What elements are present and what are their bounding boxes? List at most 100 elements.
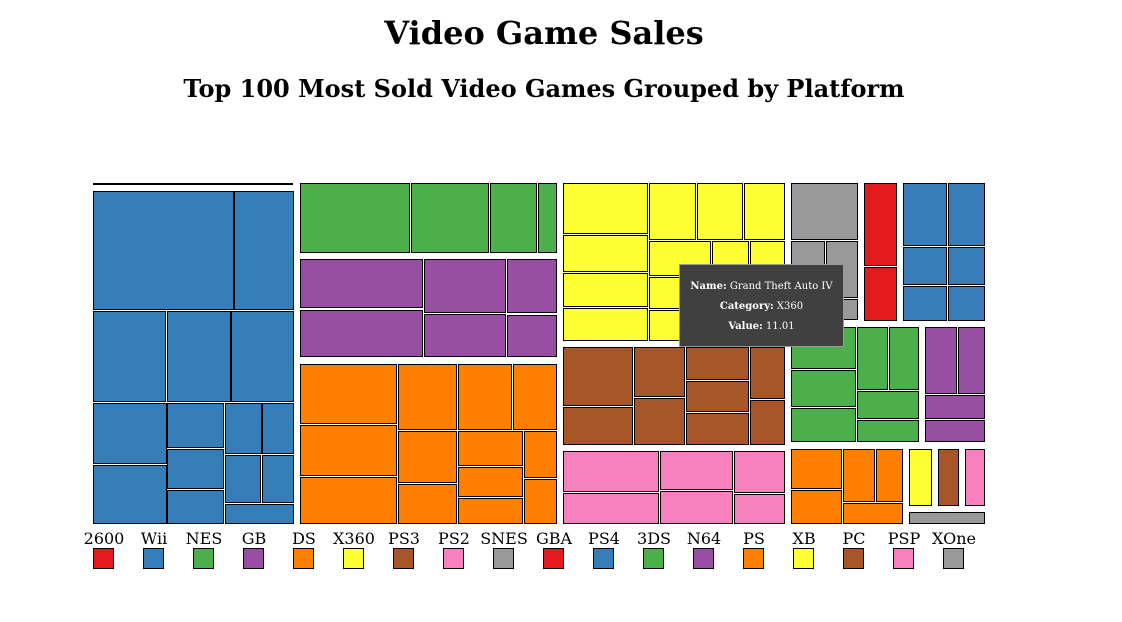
treemap-cell-ps4[interactable] [903, 247, 947, 285]
legend-swatch-xb [793, 548, 814, 569]
legend-label-ds: DS [292, 529, 316, 548]
treemap-cell-ps4[interactable] [948, 183, 985, 246]
treemap-cell-3ds[interactable] [889, 327, 919, 390]
legend-label-gb: GB [242, 529, 267, 548]
legend-swatch-ps4 [593, 548, 614, 569]
treemap-cell-ps3[interactable] [686, 347, 749, 380]
legend-swatch-n64 [693, 548, 714, 569]
treemap-cell-nes[interactable] [411, 183, 489, 253]
treemap-cell-ps2[interactable] [563, 493, 659, 524]
treemap-cell-n64[interactable] [925, 327, 957, 394]
treemap-cell-ds[interactable] [524, 479, 557, 524]
treemap-cell-3ds[interactable] [791, 408, 856, 442]
treemap-cell-ds[interactable] [300, 425, 397, 476]
treemap-cell-x360[interactable] [744, 183, 785, 240]
treemap-cell-wii[interactable] [93, 403, 167, 464]
treemap-cell-gb[interactable] [424, 259, 506, 313]
treemap-cell-ps3[interactable] [634, 347, 685, 397]
treemap-cell-ps4[interactable] [948, 286, 985, 321]
treemap-cell-3ds[interactable] [791, 370, 856, 407]
treemap-cell-xb[interactable] [909, 449, 932, 506]
treemap-cell-n64[interactable] [925, 395, 985, 419]
treemap-cell-nes[interactable] [538, 183, 557, 253]
treemap-cell-ds[interactable] [524, 431, 557, 478]
tooltip-value-label: Value: [728, 321, 763, 332]
treemap-cell-3ds[interactable] [857, 391, 919, 419]
treemap-cell-wii[interactable] [167, 490, 224, 524]
treemap-cell-ps[interactable] [791, 449, 842, 489]
treemap-cell-x360[interactable] [697, 183, 743, 240]
treemap-cell-gb[interactable] [300, 259, 423, 308]
treemap-cell-ps3[interactable] [686, 413, 749, 445]
treemap-cell-ds[interactable] [458, 498, 523, 524]
treemap-cell-ds[interactable] [458, 467, 523, 497]
treemap-cell-wii[interactable] [225, 403, 262, 454]
treemap-cell-x360[interactable] [563, 308, 648, 341]
treemap-cell-wii[interactable] [167, 403, 224, 448]
treemap-cell-ds[interactable] [398, 484, 457, 524]
treemap-cell-ps2[interactable] [734, 451, 785, 493]
treemap-cell-nes[interactable] [490, 183, 537, 253]
treemap-cell-xone[interactable] [909, 512, 985, 524]
treemap-cell-x360[interactable] [649, 183, 696, 240]
treemap-cell-gba[interactable] [864, 267, 897, 321]
treemap-cell-ps2[interactable] [660, 491, 733, 524]
treemap-cell-3ds[interactable] [857, 327, 888, 390]
treemap-cell-ps[interactable] [876, 449, 903, 502]
treemap-cell-ds[interactable] [458, 431, 523, 466]
treemap-cell-gb[interactable] [507, 259, 557, 313]
treemap-cell-ps[interactable] [791, 490, 842, 524]
treemap-cell-wii[interactable] [93, 191, 234, 310]
treemap-cell-wii[interactable] [262, 455, 294, 503]
treemap-cell-ps3[interactable] [563, 347, 633, 406]
treemap-cell-ps3[interactable] [634, 398, 685, 445]
treemap-cell-ps3[interactable] [750, 347, 785, 399]
treemap-cell-ps2[interactable] [734, 494, 785, 524]
treemap-cell-wii[interactable] [93, 465, 167, 524]
treemap-cell-pc[interactable] [938, 449, 959, 506]
treemap-cell-wii[interactable] [231, 311, 294, 402]
treemap-cell-ps3[interactable] [563, 407, 633, 445]
treemap-cell-ps2[interactable] [660, 451, 733, 490]
treemap-cell-nes[interactable] [300, 183, 410, 253]
treemap-cell-wii[interactable] [167, 449, 224, 489]
treemap-cell-x360[interactable] [563, 273, 648, 307]
treemap-cell-wii[interactable] [225, 455, 261, 503]
treemap-cell-ps[interactable] [843, 449, 875, 502]
treemap-cell-gb[interactable] [507, 315, 557, 357]
treemap-cell-x360[interactable] [563, 183, 648, 234]
treemap-cell-wii[interactable] [225, 504, 294, 524]
treemap-cell-3ds[interactable] [857, 420, 919, 442]
treemap-cell-ps4[interactable] [903, 286, 947, 321]
legend-label-x360: X360 [333, 529, 375, 548]
treemap-cell-x360[interactable] [563, 235, 648, 272]
treemap-cell-n64[interactable] [925, 420, 985, 442]
treemap-cell-gb[interactable] [424, 314, 506, 357]
treemap-cell-ds[interactable] [458, 364, 512, 430]
treemap-cell-gb[interactable] [300, 310, 423, 357]
treemap-cell-ps3[interactable] [686, 381, 749, 412]
treemap-cell-ps2[interactable] [563, 451, 659, 492]
legend-swatch-snes [493, 548, 514, 569]
treemap-cell-wii[interactable] [93, 311, 166, 402]
treemap-cell-snes[interactable] [791, 183, 858, 240]
treemap-cell-wii[interactable] [167, 311, 231, 402]
treemap-cell-ps4[interactable] [903, 183, 947, 246]
treemap-cell-wii[interactable] [262, 403, 294, 454]
treemap-cell-ds[interactable] [398, 364, 457, 430]
legend-label-snes: SNES [480, 529, 528, 548]
treemap-cell-ps4[interactable] [948, 247, 985, 285]
treemap-cell-ps[interactable] [843, 503, 903, 524]
treemap-cell-n64[interactable] [958, 327, 985, 394]
treemap-cell-ds[interactable] [398, 431, 457, 483]
legend-swatch-3ds [643, 548, 664, 569]
legend-swatch-ps3 [393, 548, 414, 569]
treemap-cell-ds[interactable] [300, 477, 397, 524]
treemap-cell-ps3[interactable] [750, 400, 785, 445]
treemap-cell-psp[interactable] [965, 449, 985, 506]
legend-label-wii: Wii [141, 529, 167, 548]
treemap-cell-gba[interactable] [864, 183, 897, 266]
treemap-cell-wii[interactable] [234, 191, 294, 310]
treemap-cell-ds[interactable] [300, 364, 397, 424]
treemap-cell-ds[interactable] [513, 364, 557, 430]
